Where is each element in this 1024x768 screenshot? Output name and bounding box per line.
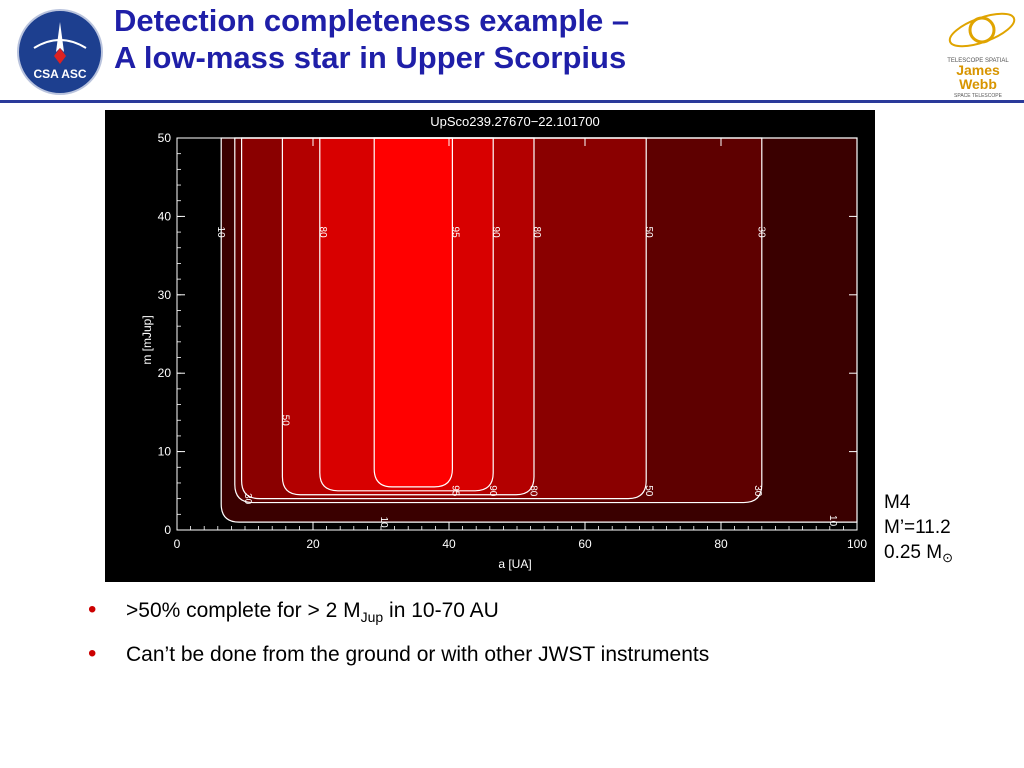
sun-symbol: ⊙: [942, 550, 953, 565]
y-tick-label: 10: [158, 445, 172, 459]
contour-label: 30: [242, 493, 253, 505]
contour-label: 50: [643, 227, 654, 239]
y-tick-label: 50: [158, 131, 172, 145]
star-mass: 0.25 M⊙: [884, 542, 953, 565]
x-tick-label: 40: [442, 537, 456, 551]
title-rule: [0, 100, 1024, 103]
contour-label: 80: [317, 227, 328, 239]
page-title: Detection completeness example – A low-m…: [114, 2, 629, 76]
bullet-list: • >50% complete for > 2 MJup in 10-70 AU …: [88, 596, 710, 680]
completeness-region-95: [374, 138, 453, 487]
spectral-type: M4: [884, 492, 911, 513]
jwst-logo-webb: Webb: [959, 76, 997, 92]
jwst-logo-top: TELESCOPE SPATIAL: [947, 58, 1009, 64]
jwst-logo-bottom: SPACE TELESCOPE: [954, 93, 1003, 99]
completeness-chart-svg: 0 20 40 60 80 100 0 10 20 30 40 50 10 80 95 90 80 50 30 50…: [140, 114, 867, 571]
contour-label: 50: [643, 485, 654, 497]
contour-line-95: [373, 137, 453, 488]
contour-label: 80: [531, 227, 542, 239]
bullet-dot-icon: •: [88, 640, 97, 668]
x-axis-label: a [UA]: [498, 557, 531, 571]
contour-label: 30: [752, 485, 763, 497]
contour-line-80: [281, 137, 535, 496]
contour-label: 90: [490, 227, 501, 239]
csa-logo: CSA ASC: [16, 8, 104, 96]
bullet-dot-icon: •: [88, 596, 97, 623]
title-line-1: Detection completeness example –: [114, 3, 630, 38]
x-tick-label: 0: [174, 537, 181, 551]
contour-label: 80: [528, 485, 539, 497]
x-tick-label: 60: [578, 537, 592, 551]
x-tick-label: 100: [847, 537, 867, 551]
y-tick-label: 20: [158, 366, 172, 380]
y-tick-label: 40: [158, 209, 172, 223]
contour-line-90: [319, 137, 494, 492]
magnitude: M’=11.2: [884, 517, 951, 538]
bullet-item-2: • Can’t be done from the ground or with o…: [88, 640, 710, 668]
contour-label: 50: [279, 415, 290, 427]
chart-title: UpSco239.27670−22.101700: [430, 114, 600, 129]
contour-label: 10: [215, 227, 226, 239]
y-tick-label: 0: [164, 523, 171, 537]
x-tick-label: 80: [714, 537, 728, 551]
jwst-logo-james: James: [956, 62, 1000, 78]
contour-line-50: [241, 137, 647, 500]
csa-logo-text: CSA ASC: [33, 67, 86, 81]
x-tick-label: 20: [306, 537, 320, 551]
star-properties: M4 M’=11.2 0.25 M⊙: [884, 490, 953, 570]
completeness-chart: 0 20 40 60 80 100 0 10 20 30 40 50 10 80 95 90 80 50 30 50…: [105, 110, 875, 582]
contour-line-10: [220, 137, 858, 523]
contour-label: 10: [827, 515, 838, 527]
bullet-item-1: • >50% complete for > 2 MJup in 10-70 AU: [88, 596, 499, 626]
contour-line-30: [234, 137, 763, 504]
contour-label: 10: [378, 517, 389, 529]
y-tick-label: 30: [158, 288, 172, 302]
y-axis-label: m [mJup]: [140, 315, 154, 364]
contour-label: 30: [755, 227, 766, 239]
contour-label: 90: [487, 485, 498, 497]
contour-label: 95: [449, 485, 460, 497]
jwst-logo: TELESCOPE SPATIAL James Webb SPACE TELES…: [928, 4, 1020, 100]
contour-label: 95: [449, 227, 460, 239]
title-line-2: A low-mass star in Upper Scorpius: [114, 40, 627, 75]
